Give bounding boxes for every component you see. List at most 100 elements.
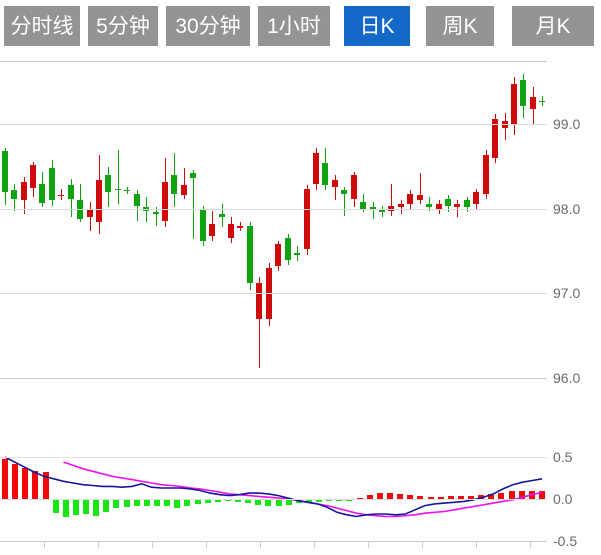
- tab-2[interactable]: 5分钟: [88, 6, 158, 46]
- candle-body: [58, 195, 64, 196]
- candle-wick: [137, 190, 138, 221]
- candle-body: [2, 151, 8, 192]
- candle-body: [143, 207, 149, 211]
- tab-5[interactable]: 日K: [344, 6, 410, 46]
- candle-body: [153, 212, 159, 214]
- macd-histogram-bar: [255, 498, 261, 505]
- x-axis-tick: [476, 541, 477, 548]
- candle-body: [171, 175, 177, 194]
- candle-wick: [542, 95, 543, 106]
- macd-zero-line: [0, 499, 547, 500]
- macd-histogram-bar: [468, 495, 474, 499]
- candle-body: [181, 185, 187, 196]
- candle-body: [190, 173, 196, 179]
- macd-histogram-bar: [154, 498, 160, 506]
- x-axis-tick: [260, 541, 261, 548]
- tab-7[interactable]: 月K: [512, 6, 594, 46]
- macd-histogram-bar: [93, 498, 99, 516]
- candle-wick: [61, 188, 62, 201]
- x-axis-tick: [98, 541, 99, 548]
- candle-body: [105, 175, 111, 192]
- candle-wick: [457, 200, 458, 218]
- tab-label: 日K: [359, 14, 395, 38]
- candle-body: [21, 181, 27, 201]
- candle-body: [275, 244, 281, 267]
- macd-histogram-bar: [276, 498, 282, 507]
- price-axis-tick-label: 97.0: [553, 285, 581, 301]
- macd-bottom-axis: [0, 541, 547, 542]
- macd-histogram-bar: [498, 493, 504, 499]
- macd-axis-tick-label: 0.0: [553, 491, 573, 507]
- macd-lines: [4, 456, 543, 518]
- candle-wick: [373, 202, 374, 220]
- macd-histogram-bar: [488, 493, 494, 499]
- candle-body: [30, 164, 36, 188]
- candle-body: [379, 208, 385, 213]
- candle-body: [247, 225, 253, 284]
- x-axis-tick: [152, 541, 153, 548]
- candle-wick: [184, 168, 185, 199]
- tab-label: 月K: [535, 14, 571, 38]
- candle-body: [11, 190, 17, 199]
- macd-histogram-bar: [43, 472, 49, 499]
- price-chart-pane[interactable]: [0, 61, 547, 405]
- macd-histogram-bar: [184, 498, 190, 506]
- candle-body: [473, 192, 479, 204]
- macd-histogram-bar: [144, 498, 150, 506]
- tab-4[interactable]: 1小时: [258, 6, 330, 46]
- candle-body: [256, 283, 262, 319]
- candle-body: [219, 213, 225, 218]
- x-axis-tick: [368, 541, 369, 548]
- candle-body: [388, 205, 394, 211]
- candle-body: [200, 208, 206, 242]
- candle-body: [134, 193, 140, 206]
- tab-label: 分时线: [10, 14, 74, 38]
- tab-1[interactable]: 分时线: [4, 6, 80, 46]
- macd-histogram-bar: [134, 498, 140, 507]
- candle-body: [332, 180, 338, 187]
- price-axis-tick-label: 98.0: [553, 201, 581, 217]
- macd-histogram-bar: [326, 498, 332, 502]
- candle-wick: [401, 200, 402, 214]
- macd-histogram-bar: [286, 498, 292, 505]
- macd-axis-tick-label: -0.5: [553, 533, 578, 549]
- macd-histogram-bar: [448, 496, 454, 499]
- macd-histogram-bar: [539, 490, 545, 499]
- candle-body: [49, 168, 55, 201]
- candle-body: [398, 203, 404, 208]
- price-gridline: [0, 378, 547, 379]
- candle-body: [115, 188, 121, 191]
- candle-body: [464, 200, 470, 208]
- tab-label: 5分钟: [96, 14, 150, 38]
- candle-wick: [391, 183, 392, 216]
- candle-wick: [344, 186, 345, 216]
- price-gridline: [0, 209, 547, 210]
- macd-histogram-bar: [428, 497, 434, 500]
- candle-body: [341, 190, 347, 194]
- candle-body: [96, 180, 102, 223]
- macd-histogram-bar: [377, 493, 383, 499]
- price-axis-tick-label: 99.0: [553, 116, 581, 132]
- macd-histogram-bar: [22, 467, 28, 499]
- macd-histogram-bar: [225, 498, 231, 502]
- candle-body: [483, 154, 489, 194]
- tab-3[interactable]: 30分钟: [166, 6, 250, 46]
- macd-histogram-bar: [387, 493, 393, 499]
- macd-histogram-bar: [306, 498, 312, 503]
- tab-6[interactable]: 周K: [426, 6, 494, 46]
- macd-histogram-bar: [73, 498, 79, 515]
- macd-histogram-bar: [509, 491, 515, 499]
- candle-body: [294, 252, 300, 255]
- candle-body: [454, 203, 460, 208]
- candle-body: [87, 208, 93, 218]
- candle-wick: [259, 276, 260, 368]
- candle-wick: [156, 207, 157, 226]
- macd-histogram-bar: [458, 496, 464, 499]
- macd-histogram-bar: [367, 494, 373, 499]
- candle-body: [436, 203, 442, 209]
- candle-body: [124, 190, 130, 191]
- macd-histogram-bar: [53, 498, 59, 514]
- macd-indicator-pane[interactable]: [0, 452, 547, 545]
- macd-histogram-bar: [124, 498, 130, 508]
